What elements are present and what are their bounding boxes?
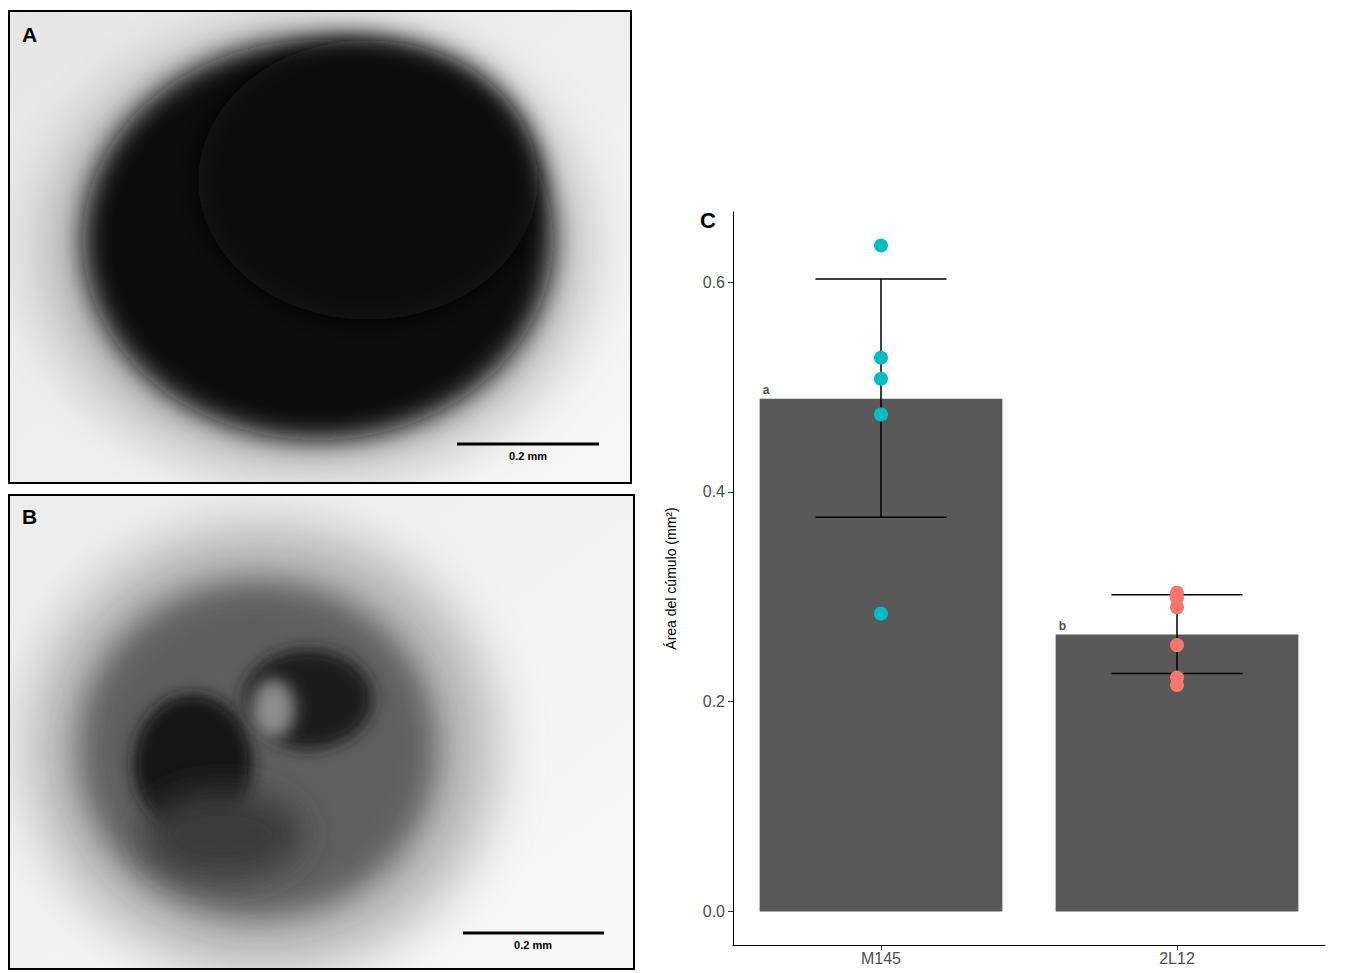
svg-text:Área del cúmulo (mm²): Área del cúmulo (mm²) xyxy=(663,507,679,649)
svg-text:0.2 mm: 0.2 mm xyxy=(514,939,552,951)
svg-text:M145: M145 xyxy=(861,950,901,967)
svg-text:0.2: 0.2 xyxy=(703,693,725,710)
svg-text:0.6: 0.6 xyxy=(703,274,725,291)
svg-text:0.2 mm: 0.2 mm xyxy=(509,450,547,462)
svg-text:0.4: 0.4 xyxy=(703,483,725,500)
svg-text:A: A xyxy=(22,23,37,46)
svg-text:2L12: 2L12 xyxy=(1159,950,1195,967)
svg-text:B: B xyxy=(22,505,37,528)
svg-text:b: b xyxy=(1059,619,1066,633)
svg-text:0.0: 0.0 xyxy=(703,903,725,920)
html-text:C: C xyxy=(700,208,716,233)
svg-text:a: a xyxy=(763,383,770,397)
